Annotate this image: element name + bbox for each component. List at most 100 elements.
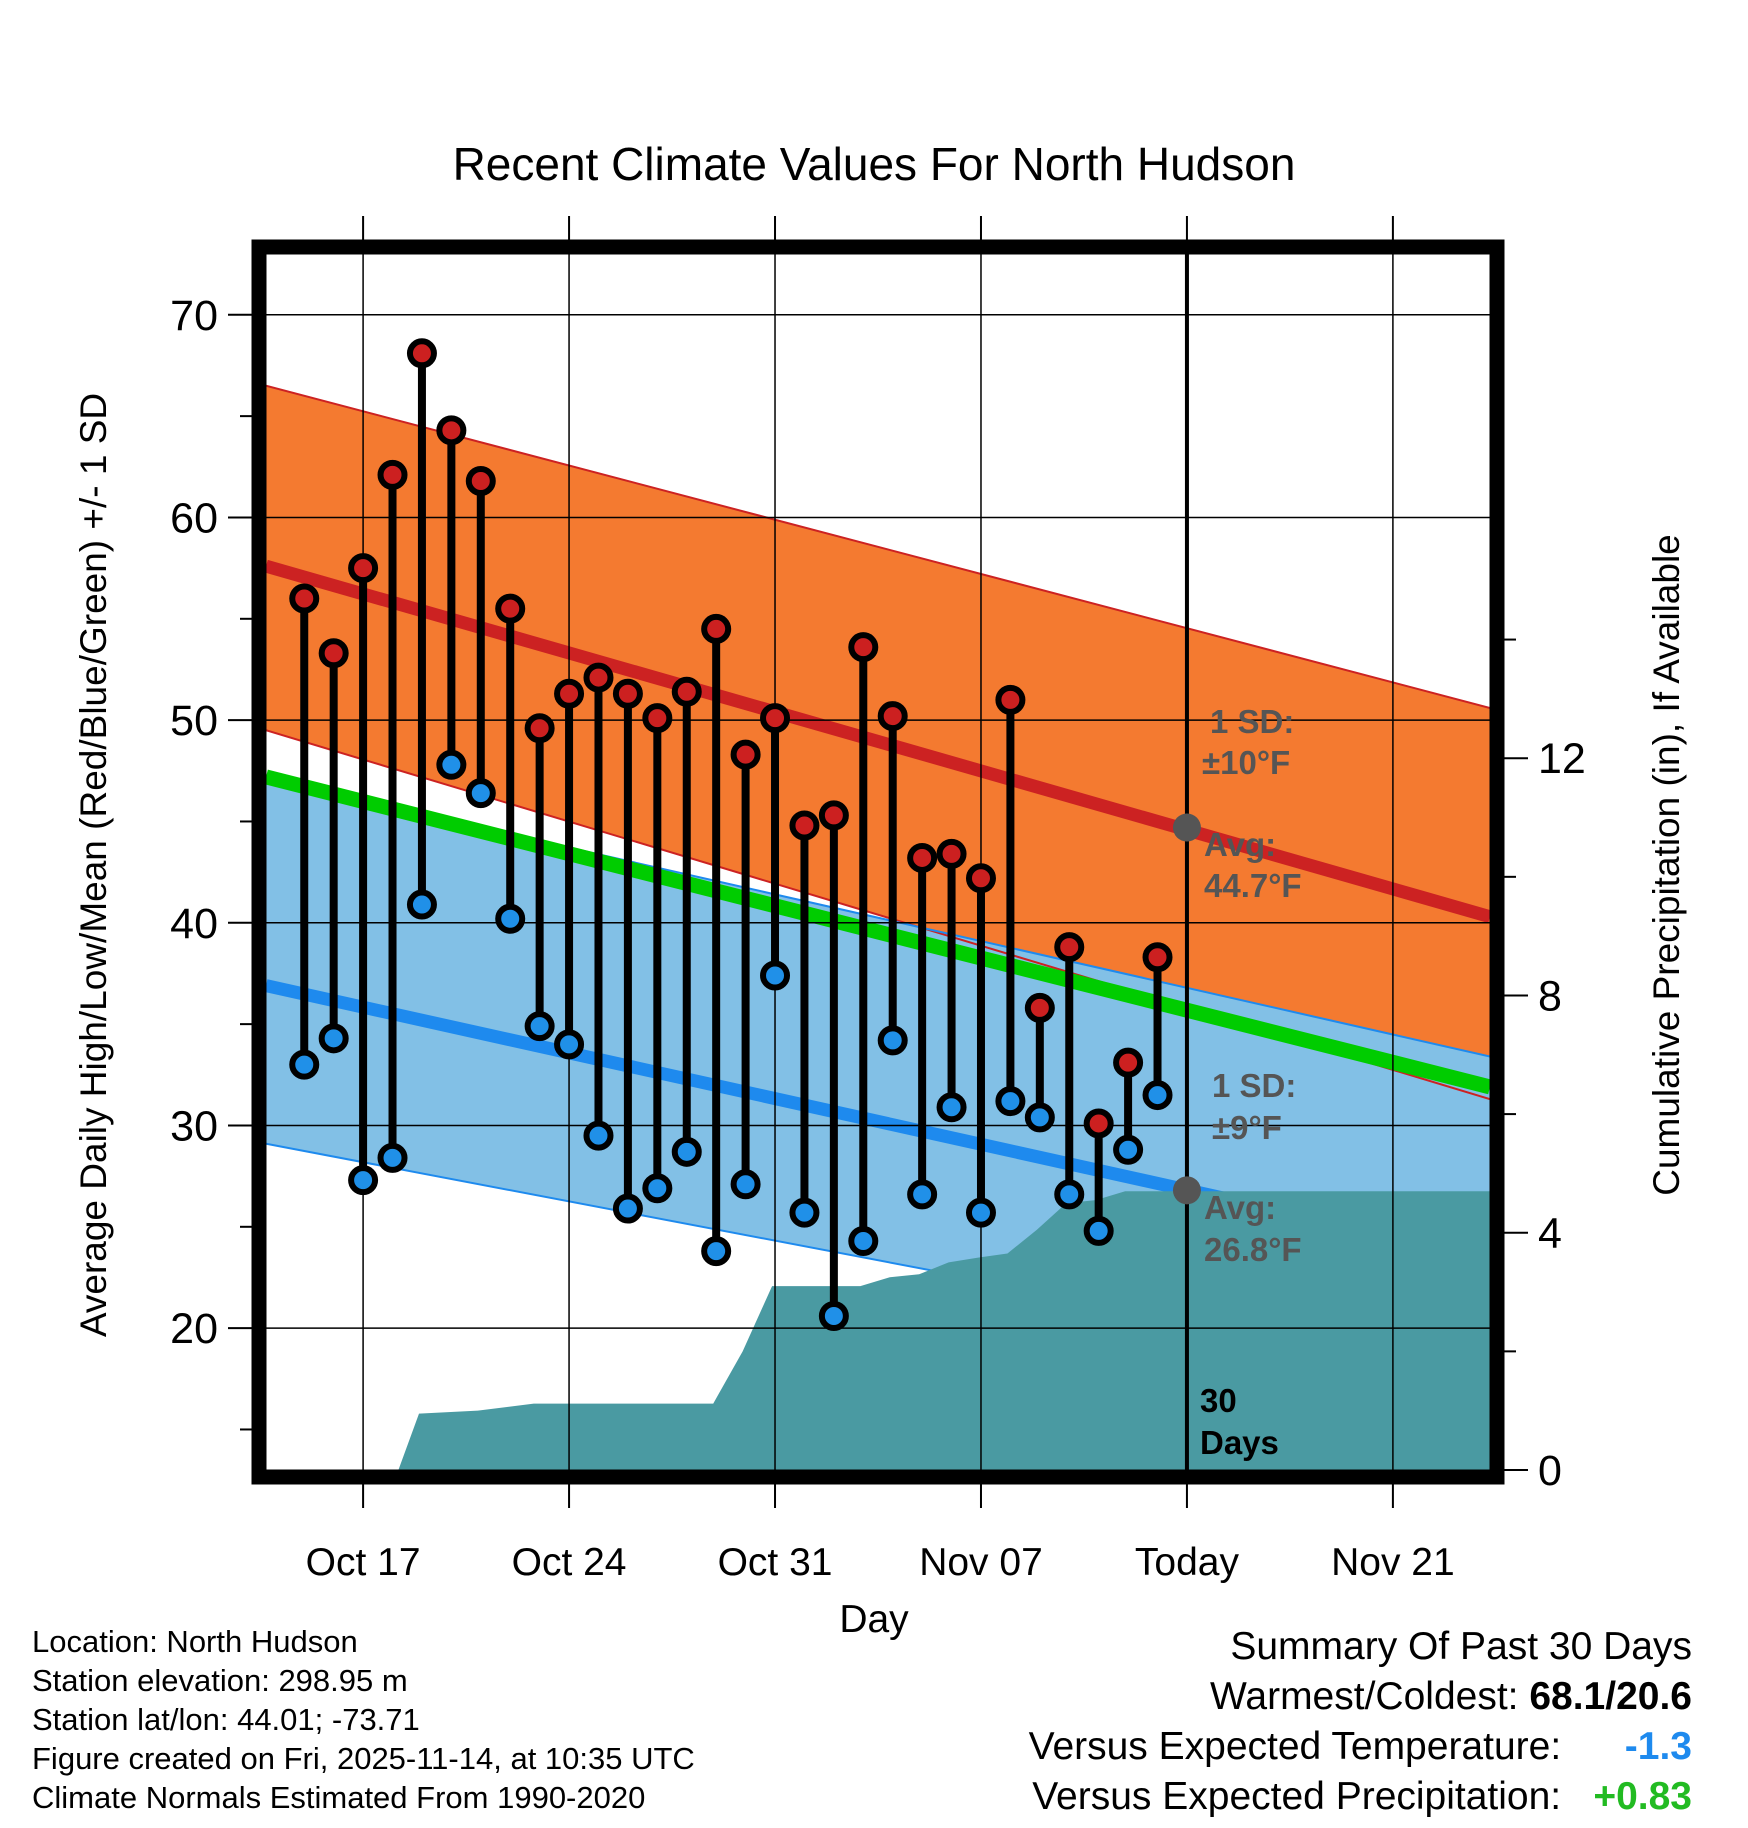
- daily-low-point: [583, 1120, 614, 1151]
- daily-low-point: [760, 960, 791, 991]
- y-tick-label: 40: [170, 900, 218, 948]
- y2-tick-label: 4: [1538, 1210, 1562, 1258]
- precip-departure-label: Versus Expected Precipitation:: [1032, 1775, 1562, 1818]
- day-bar: [612, 678, 643, 1224]
- daily-low-point: [671, 1136, 702, 1167]
- daily-high-point: [289, 583, 320, 614]
- daily-high-point: [730, 739, 761, 770]
- summary-panel: Summary Of Past 30 Days Warmest/Coldest:…: [1029, 1622, 1692, 1822]
- x-tick-label: Oct 17: [306, 1541, 421, 1584]
- info-location: Location: North Hudson: [32, 1624, 358, 1659]
- annotations: 1 SD: ±10°F Avg: 44.7°F 1 SD: ±9°F Avg: …: [1200, 703, 1302, 1461]
- y-tick-label: 70: [170, 292, 218, 340]
- day-bar: [1113, 1047, 1144, 1165]
- y2-tick-label: 0: [1538, 1447, 1562, 1495]
- low-sd-value: ±9°F: [1212, 1109, 1282, 1146]
- daily-high-point: [1142, 942, 1173, 973]
- daily-low-point: [1083, 1215, 1114, 1246]
- info-elevation: Station elevation: 298.95 m: [32, 1663, 408, 1698]
- daily-low-point: [848, 1225, 879, 1256]
- daily-high-point: [612, 678, 643, 709]
- daily-low-point: [642, 1173, 673, 1204]
- day-bar: [1142, 942, 1173, 1111]
- daily-high-point: [436, 415, 467, 446]
- day-bar: [995, 684, 1026, 1117]
- info-normals: Climate Normals Estimated From 1990-2020: [32, 1780, 646, 1815]
- daily-low-point: [554, 1029, 585, 1060]
- daily-high-point: [1054, 932, 1085, 963]
- day-bar: [848, 632, 879, 1256]
- plot-frame: [251, 239, 1505, 1485]
- daily-low-point: [818, 1300, 849, 1331]
- daily-high-point: [524, 713, 555, 744]
- day-bar: [789, 810, 820, 1228]
- day-bar: [583, 662, 614, 1151]
- high-sd-value: ±10°F: [1202, 744, 1290, 781]
- daily-high-point: [907, 842, 938, 873]
- high-temp-normal-line: [266, 559, 1490, 923]
- daily-low-point: [318, 1023, 349, 1054]
- day-bar: [554, 678, 585, 1060]
- daily-high-point: [789, 810, 820, 841]
- daily-high-point: [877, 701, 908, 732]
- daily-high-point: [995, 684, 1026, 715]
- day-bar: [760, 703, 791, 991]
- day-bar: [671, 676, 702, 1167]
- info-created: Figure created on Fri, 2025-11-14, at 10…: [32, 1741, 695, 1776]
- x-tick-label: Today: [1135, 1541, 1240, 1584]
- plot-area: [266, 254, 1490, 1470]
- daily-low-point: [524, 1011, 555, 1042]
- daily-high-point: [318, 638, 349, 669]
- day-bar: [495, 593, 526, 934]
- x-axis-label: Day: [839, 1598, 909, 1641]
- daily-high-point: [760, 703, 791, 734]
- daily-high-point: [818, 800, 849, 831]
- daily-high-point: [965, 863, 996, 894]
- days-number: 30: [1200, 1382, 1237, 1419]
- high-sd-label: 1 SD:: [1210, 703, 1294, 740]
- day-bar: [701, 613, 732, 1267]
- day-bar: [465, 465, 496, 809]
- day-bar: [524, 713, 555, 1042]
- mean-temp-normal-line: [266, 769, 1490, 1095]
- daily-temperature-bars: [289, 338, 1173, 1331]
- chart-title: Recent Climate Values For North Hudson: [453, 138, 1296, 190]
- days-word: Days: [1200, 1424, 1279, 1461]
- daily-high-point: [377, 459, 408, 490]
- day-bar: [1054, 932, 1085, 1210]
- daily-low-point: [907, 1179, 938, 1210]
- day-bar: [436, 415, 467, 780]
- summary-title: Summary Of Past 30 Days: [1230, 1625, 1692, 1668]
- warm-cold-value: 68.1/20.6: [1529, 1675, 1692, 1718]
- daily-high-point: [936, 838, 967, 869]
- daily-low-point: [495, 903, 526, 934]
- precip-departure-value: +0.83: [1593, 1775, 1692, 1818]
- day-bar: [965, 863, 996, 1228]
- day-bar: [318, 638, 349, 1054]
- day-bar: [877, 701, 908, 1056]
- temp-departure-value: -1.3: [1624, 1725, 1692, 1768]
- daily-low-point: [465, 778, 496, 809]
- y2-axis-label: Cumulative Precipitation (in), If Availa…: [1646, 534, 1687, 1196]
- daily-high-point: [701, 613, 732, 644]
- y-tick-label: 60: [170, 494, 218, 542]
- x-tick-label: Oct 31: [718, 1541, 833, 1584]
- x-tick-label: Nov 21: [1331, 1541, 1455, 1584]
- daily-high-point: [1083, 1108, 1114, 1139]
- daily-low-point: [701, 1236, 732, 1267]
- daily-low-point: [1113, 1134, 1144, 1165]
- daily-high-point: [1113, 1047, 1144, 1078]
- day-bar: [348, 553, 379, 1196]
- daily-low-point: [965, 1197, 996, 1228]
- daily-high-point: [495, 593, 526, 624]
- daily-low-point: [936, 1092, 967, 1123]
- daily-high-point: [554, 678, 585, 709]
- today-low-avg-marker: [1172, 1176, 1201, 1205]
- daily-low-point: [612, 1193, 643, 1224]
- daily-low-point: [1142, 1080, 1173, 1111]
- day-bar: [818, 800, 849, 1331]
- day-bar: [406, 338, 437, 920]
- daily-low-point: [877, 1025, 908, 1056]
- day-bar: [289, 583, 320, 1080]
